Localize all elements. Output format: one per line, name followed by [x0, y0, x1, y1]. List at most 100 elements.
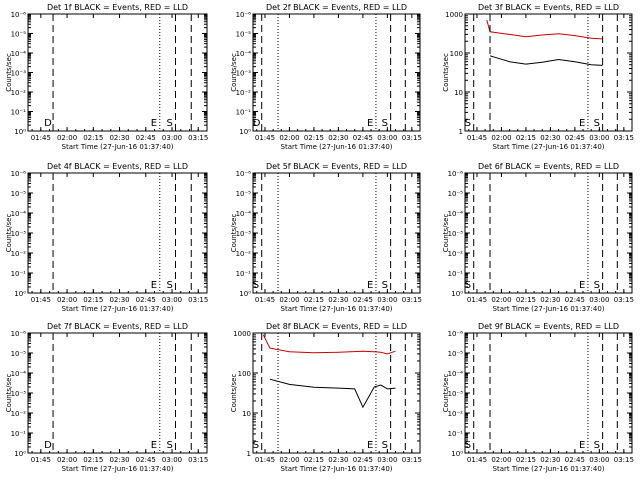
marker-label: S — [167, 280, 173, 291]
y-tick-label: 10⁻⁴ — [448, 370, 464, 378]
y-tick-label: 10⁻¹ — [448, 270, 464, 278]
marker-label: D — [253, 118, 261, 129]
y-tick-label: 10⁻² — [11, 250, 27, 258]
y-tick-label: 10⁻² — [11, 89, 27, 97]
x-axis-label: Start Time (27-Jun-16 01:37:40) — [281, 465, 393, 473]
x-tick-label: 01:45 — [467, 134, 487, 142]
x-tick-label: 03:00 — [377, 296, 397, 304]
y-tick-label: 10⁻³ — [448, 230, 464, 238]
y-tick-label: 10⁻³ — [448, 390, 464, 398]
x-tick-label: 02:00 — [57, 134, 77, 142]
marker-label-top: D — [44, 15, 52, 26]
x-tick-label: 03:00 — [589, 296, 609, 304]
marker-label: S — [465, 280, 471, 291]
marker-label: D — [44, 440, 52, 451]
y-tick-label: 10⁰ — [451, 290, 463, 298]
x-tick-label: 02:15 — [304, 456, 324, 464]
x-tick-label: 02:15 — [83, 134, 103, 142]
x-tick-label: 02:00 — [57, 296, 77, 304]
y-tick-label: 10⁻² — [448, 410, 464, 418]
marker-label-top: E — [367, 334, 373, 345]
marker-label: S — [253, 440, 259, 451]
y-tick-label: 1 — [247, 450, 251, 458]
marker-label: E — [367, 440, 373, 451]
x-tick-label: 02:15 — [516, 456, 536, 464]
marker-label-top: E — [579, 15, 585, 26]
x-tick-label: 03:15 — [402, 296, 422, 304]
y-tick-label: 10 — [454, 89, 463, 97]
marker-label-top: E — [367, 174, 373, 185]
panel-title: Det 6f BLACK = Events, RED = LLD — [478, 162, 619, 171]
x-tick-label: 01:45 — [31, 456, 51, 464]
plot-frame — [27, 332, 208, 454]
y-tick-label: 10⁻³ — [11, 70, 27, 78]
panel-det-2: Det 2f BLACK = Events, RED = LLD 01:45 02:… — [230, 3, 422, 151]
x-axis-label: Start Time (27-Jun-16 01:37:40) — [62, 143, 174, 151]
marker-label: E — [151, 118, 157, 129]
x-tick-label: 02:45 — [136, 456, 156, 464]
y-tick-label: 10⁻² — [236, 89, 252, 97]
x-tick-label: 02:30 — [540, 296, 560, 304]
x-tick-label: 01:45 — [467, 456, 487, 464]
y-tick-label: 10⁻⁵ — [236, 190, 252, 198]
x-tick-label: 02:00 — [491, 134, 511, 142]
x-tick-label: 03:15 — [614, 456, 634, 464]
panel-det-8: Det 8f BLACK = Events, RED = LLD 01:45 02:… — [230, 322, 422, 473]
marker-label-top: E — [151, 174, 157, 185]
marker-label-top: S — [594, 334, 600, 345]
panel-title: Det 1f BLACK = Events, RED = LLD — [47, 3, 188, 12]
x-tick-label: 02:00 — [279, 456, 299, 464]
panel-title: Det 3f BLACK = Events, RED = LLD — [478, 3, 619, 12]
x-tick-label: 02:15 — [304, 134, 324, 142]
y-tick-label: 10⁻⁶ — [236, 11, 252, 19]
series-line-red-lld — [486, 19, 603, 40]
x-tick-label: 02:30 — [109, 296, 129, 304]
y-tick-label: 10⁰ — [239, 128, 251, 136]
y-axis-label: Counts/sec — [442, 374, 450, 413]
marker-label: S — [382, 118, 388, 129]
x-tick-label: 02:15 — [83, 456, 103, 464]
series-line-black-events — [269, 378, 396, 409]
x-tick-label: 02:30 — [328, 296, 348, 304]
y-tick-label: 10⁻⁵ — [11, 350, 27, 358]
x-tick-label: 03:15 — [402, 134, 422, 142]
y-tick-label: 10⁻² — [11, 410, 27, 418]
plot-frame — [252, 332, 421, 454]
y-tick-label: 10⁰ — [239, 290, 251, 298]
marker-label: S — [167, 118, 173, 129]
x-tick-label: 02:30 — [540, 456, 560, 464]
marker-label-top: S — [382, 334, 388, 345]
marker-label-top: S — [465, 334, 471, 345]
x-tick-label: 02:00 — [57, 456, 77, 464]
y-axis-label: Counts/sec — [230, 53, 238, 92]
y-axis-label: Counts/sec — [442, 214, 450, 253]
x-tick-label: 03:00 — [589, 456, 609, 464]
marker-label: S — [382, 440, 388, 451]
marker-label: S — [253, 280, 259, 291]
marker-label-top: E — [151, 15, 157, 26]
x-tick-label: 02:15 — [83, 296, 103, 304]
x-axis-label: Start Time (27-Jun-16 01:37:40) — [493, 143, 605, 151]
x-tick-label: 03:00 — [377, 456, 397, 464]
x-tick-label: 02:00 — [279, 296, 299, 304]
y-tick-label: 10⁰ — [14, 290, 26, 298]
y-axis-label: Counts/sec — [5, 53, 13, 92]
x-tick-label: 03:00 — [162, 456, 182, 464]
y-tick-label: 10⁻² — [448, 250, 464, 258]
y-tick-label: 10⁻³ — [236, 230, 252, 238]
marker-label-top: E — [367, 15, 373, 26]
x-tick-label: 02:45 — [353, 456, 373, 464]
y-tick-label: 10⁻⁵ — [11, 190, 27, 198]
y-axis-label: Counts/sec — [5, 374, 13, 413]
y-tick-label: 10⁻¹ — [236, 109, 252, 117]
marker-label: D — [44, 118, 52, 129]
marker-label: E — [151, 280, 157, 291]
x-tick-label: 02:00 — [491, 296, 511, 304]
panel-title: Det 7f BLACK = Events, RED = LLD — [47, 322, 188, 331]
panel-title: Det 4f BLACK = Events, RED = LLD — [47, 162, 188, 171]
marker-label-top: E — [579, 334, 585, 345]
x-axis-label: Start Time (27-Jun-16 01:37:40) — [281, 305, 393, 313]
marker-label: E — [367, 118, 373, 129]
x-tick-label: 03:00 — [589, 134, 609, 142]
x-tick-label: 02:30 — [328, 456, 348, 464]
